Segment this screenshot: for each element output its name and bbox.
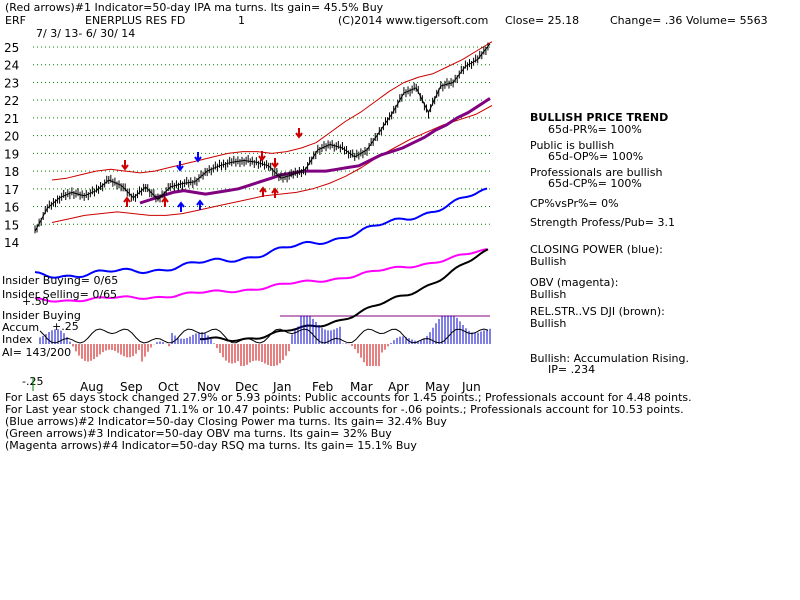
rel-strength-title: REL.STR..VS DJI (brown):: [530, 305, 665, 318]
ip-value: IP= .234: [548, 363, 595, 376]
y-tick-label: 15: [4, 218, 19, 232]
x-tick-label: Dec: [235, 380, 258, 394]
panel-number: 1: [238, 14, 245, 27]
lower-band: [51, 105, 493, 223]
plus-50-label: +.50: [22, 295, 49, 308]
accum-label: Accum: [2, 321, 39, 334]
closing-power-line: [34, 187, 488, 279]
strength-ratio: Strength Profess/Pub= 3.1: [530, 216, 675, 229]
y-tick-label: 23: [4, 76, 19, 90]
x-tick-label: Jan: [272, 380, 292, 394]
footer-line-4: (Green arrows)#3 Indicator=50-day OBV ma…: [5, 427, 392, 440]
up-arrow-icon: [271, 187, 279, 198]
ai-label: AI= 143/200: [2, 346, 71, 359]
copyright: (C)2014 www.tigersoft.com: [338, 14, 488, 27]
obv-title: OBV (magenta):: [530, 276, 618, 289]
y-tick-label: 18: [4, 165, 19, 179]
change-value: Change= .36: [610, 14, 682, 27]
x-tick-label: Mar: [350, 380, 373, 394]
footer-line-5: (Magenta arrows)#4 Indicator=50-day RSQ …: [5, 439, 417, 452]
y-tick-label: 25: [4, 41, 19, 55]
up-arrow-icon: [177, 201, 185, 212]
x-tick-label: Nov: [197, 380, 220, 394]
y-axis-ticks: 25 24 23 22 21 20 19 18 17 16 15 14: [4, 41, 19, 250]
down-arrow-icon: [176, 161, 184, 172]
footer-line-2: For Last year stock changed 71.1% or 10.…: [5, 403, 684, 416]
pros-title: Professionals are bullish: [530, 166, 662, 179]
closing-power-title: CLOSING POWER (blue):: [530, 243, 663, 256]
op-pct: 65d-OP%= 100%: [548, 150, 643, 163]
volume-value: Volume= 5563: [686, 14, 768, 27]
footer-line-3: (Blue arrows)#2 Indicator=50-day Closing…: [5, 415, 447, 428]
down-arrow-icon: [295, 128, 303, 139]
insider-buying-label: Insider Buying= 0/65: [2, 274, 118, 287]
trend-title: BULLISH PRICE TREND: [530, 111, 668, 124]
x-tick-label: May: [425, 380, 450, 394]
closing-power-value: Bullish: [530, 255, 566, 268]
company-name: ENERPLUS RES FD: [85, 14, 185, 27]
y-tick-label: 16: [4, 201, 19, 215]
down-arrow-icon: [194, 152, 202, 163]
indicator-panels: [34, 187, 491, 366]
y-tick-label: 20: [4, 130, 19, 144]
y-tick-label: 24: [4, 59, 19, 73]
footer-line-1: For Last 65 days stock changed 27.9% or …: [5, 391, 692, 404]
x-tick-label: Oct: [158, 380, 179, 394]
obv-line: [34, 248, 488, 303]
y-tick-label: 17: [4, 183, 19, 197]
down-arrow-icon: [271, 158, 279, 169]
x-tick-label: Apr: [388, 380, 409, 394]
y-tick-label: 19: [4, 147, 19, 161]
public-title: Public is bullish: [530, 139, 614, 152]
y-tick-label: 22: [4, 94, 19, 108]
x-tick-label: Jun: [461, 380, 481, 394]
pr-pct: 65d-PR%= 100%: [548, 123, 642, 136]
accum-title: Bullish: Accumulation Rising.: [530, 352, 689, 365]
insider-buying-label-2: Insider Buying: [2, 309, 81, 322]
y-tick-label: 21: [4, 112, 19, 126]
header-indicator-line: (Red arrows)#1 Indicator=50-day IPA ma t…: [5, 1, 384, 14]
y-tick-label: 14: [4, 236, 19, 250]
x-tick-label: Sep: [120, 380, 143, 394]
up-arrow-icon: [196, 199, 204, 210]
price-grid: [33, 46, 492, 225]
plus-25-label: +.25: [52, 320, 79, 333]
ticker: ERF: [5, 14, 26, 27]
obv-value: Bullish: [530, 288, 566, 301]
down-arrow-icon: [121, 160, 129, 171]
insider-selling-label: Insider Selling= 0/65: [2, 288, 117, 301]
signal-arrows: [121, 128, 303, 212]
cp-vs-pr: CP%vsPr%= 0%: [530, 197, 619, 210]
x-axis-months: Aug Sep Oct Nov Dec Jan Feb Mar Apr May Jun: [32, 377, 481, 394]
date-range: 7/ 3/ 13- 6/ 30/ 14: [36, 27, 135, 40]
up-arrow-icon: [161, 196, 169, 207]
ma-50-line: [139, 97, 491, 205]
accum-ma-line: [39, 328, 489, 344]
price-line: [34, 43, 491, 232]
close-value: Close= 25.18: [505, 14, 579, 27]
price-series: [34, 41, 493, 234]
x-tick-label: Aug: [80, 380, 103, 394]
up-arrow-icon: [123, 196, 131, 207]
index-label: Index: [2, 333, 33, 346]
cp-pct: 65d-CP%= 100%: [548, 177, 642, 190]
down-arrow-icon: [258, 151, 266, 162]
rel-strength-value: Bullish: [530, 317, 566, 330]
upper-band: [51, 41, 493, 181]
x-tick-label: Feb: [312, 380, 333, 394]
up-arrow-icon: [259, 186, 267, 197]
